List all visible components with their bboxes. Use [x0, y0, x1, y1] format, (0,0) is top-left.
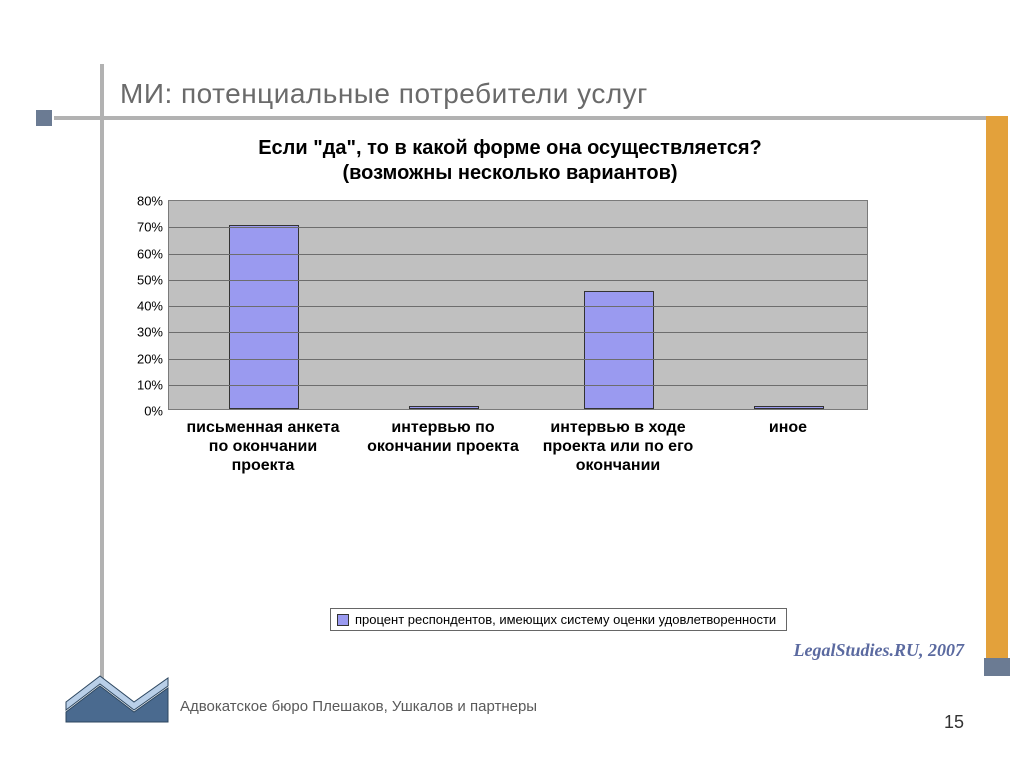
chart-y-tick: 70%	[137, 220, 169, 235]
chart-y-tick: 30%	[137, 325, 169, 340]
chart-legend: процент респондентов, имеющих систему оц…	[330, 608, 787, 631]
chart-bar	[754, 406, 824, 409]
chart-y-tick: 20%	[137, 351, 169, 366]
chart-bars	[169, 201, 867, 409]
chart-gridline	[169, 359, 867, 360]
chart-y-tick: 50%	[137, 272, 169, 287]
frame-box-top-left	[36, 110, 52, 126]
chart-gridline	[169, 254, 867, 255]
chart-x-label: письменная анкета по окончании проекта	[178, 418, 348, 476]
frame-accent	[986, 116, 1008, 666]
chart-x-label: интервью по окончании проекта	[358, 418, 528, 456]
chart: Если "да", то в какой форме она осуществ…	[120, 130, 900, 418]
slide-title: МИ: потенциальные потребители услуг	[120, 78, 648, 110]
chart-gridline	[169, 385, 867, 386]
frame-vline	[100, 64, 104, 684]
chart-gridline	[169, 227, 867, 228]
attribution: LegalStudies.RU, 2007	[793, 640, 964, 661]
slide: МИ: потенциальные потребители услуг Если…	[0, 0, 1024, 768]
chart-title: Если "да", то в какой форме она осуществ…	[250, 136, 770, 186]
footer-text: Адвокатское бюро Плешаков, Ушкалов и пар…	[180, 698, 537, 715]
chart-y-tick: 10%	[137, 377, 169, 392]
legend-swatch-icon	[337, 614, 349, 626]
chart-plot-area: 0%10%20%30%40%50%60%70%80%	[168, 200, 868, 410]
frame-hline	[40, 116, 1000, 120]
page-number: 15	[944, 712, 964, 733]
chart-gridline	[169, 306, 867, 307]
chart-y-tick: 40%	[137, 299, 169, 314]
chart-bar	[409, 406, 479, 409]
company-logo-icon	[62, 672, 172, 728]
legend-label: процент респондентов, имеющих систему оц…	[355, 612, 776, 627]
chart-x-label: иное	[703, 418, 873, 437]
chart-y-tick: 80%	[137, 194, 169, 209]
chart-y-tick: 0%	[144, 404, 169, 419]
chart-x-label: интервью в ходе проекта или по его оконч…	[533, 418, 703, 476]
chart-plot-outer: 0%10%20%30%40%50%60%70%80% письменная ан…	[168, 200, 868, 410]
chart-gridline	[169, 332, 867, 333]
frame-box-bottom-right	[984, 658, 1010, 676]
chart-bar	[584, 291, 654, 409]
chart-gridline	[169, 280, 867, 281]
chart-y-tick: 60%	[137, 246, 169, 261]
